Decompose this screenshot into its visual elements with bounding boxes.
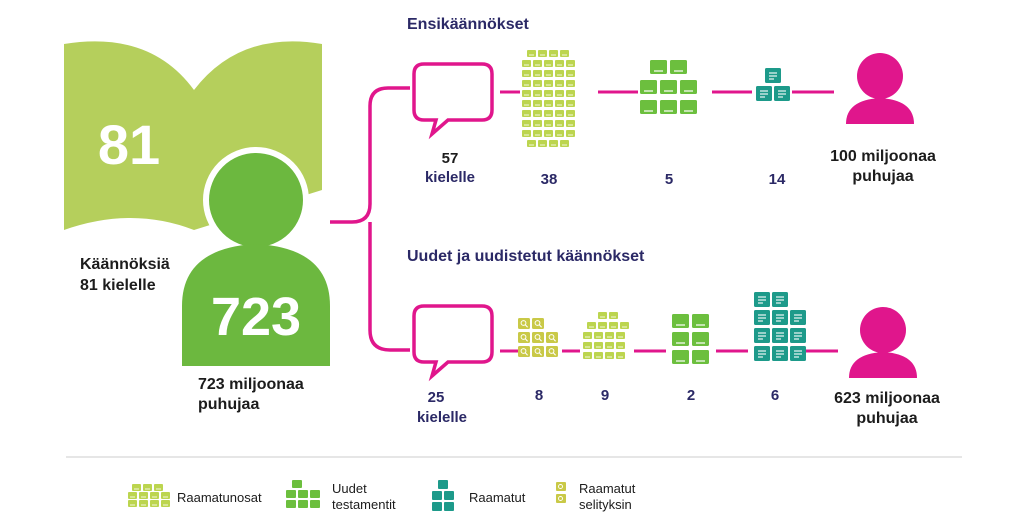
person-number: 723: [210, 287, 302, 347]
bible-portions-icon-bottom: [582, 311, 630, 360]
legend-label-study-bibles-2: selityksin: [579, 497, 632, 512]
legend-label-study-bibles-1: Raamatut: [579, 481, 636, 496]
person-icon-total: [182, 147, 330, 366]
bibles-icon: [432, 480, 454, 511]
first-count-bibles: 14: [768, 171, 786, 188]
first-speakers-line2: puhujaa: [852, 168, 914, 185]
new-translations-heading: Uudet ja uudistetut käännökset: [407, 248, 645, 265]
study-bibles-icon-bottom: [517, 317, 559, 358]
first-languages-label: kielelle: [424, 169, 476, 186]
first-languages-number: 57: [441, 150, 459, 167]
new-languages-number: 25: [427, 389, 445, 406]
new-languages-label: kielelle: [416, 409, 468, 426]
legend-label-portions: Raamatunosat: [177, 490, 262, 505]
person-icon-new: [849, 307, 917, 378]
person-icon-first: [846, 53, 914, 124]
first-count-portions: 38: [540, 171, 558, 188]
first-translations-heading: Ensikäännökset: [407, 16, 529, 33]
person-caption-line2: puhujaa: [198, 396, 260, 413]
legend-label-bibles: Raamatut: [469, 490, 526, 505]
speech-bubble-icon-top: [412, 62, 494, 140]
branch-connector: [330, 86, 410, 352]
new-speakers-line1: 623 miljoonaa: [834, 390, 940, 407]
person-caption-line1: 723 miljoonaa: [198, 376, 304, 393]
book-caption-line2: 81 kielelle: [80, 277, 156, 294]
first-count-new-testaments: 5: [664, 171, 674, 188]
bibles-icon-bottom: [753, 291, 807, 362]
speech-bubble-icon-bottom: [412, 304, 494, 382]
new-count-portions: 9: [600, 387, 610, 404]
book-number: 81: [97, 113, 161, 176]
first-speakers-line1: 100 miljoonaa: [830, 148, 936, 165]
new-testaments-icon-bottom: [671, 313, 710, 365]
bible-portions-icon: [127, 483, 171, 508]
book-caption-line1: Käännöksiä: [80, 256, 170, 273]
bibles-icon-top: [755, 67, 791, 102]
new-count-new-testaments: 2: [686, 387, 696, 404]
new-count-bibles: 6: [770, 387, 780, 404]
new-speakers-line2: puhujaa: [856, 410, 918, 427]
legend-label-new-testaments-1: Uudet: [332, 481, 367, 496]
new-count-study-bibles: 8: [534, 387, 544, 404]
study-bibles-icon: [556, 482, 566, 503]
new-testaments-icon: [286, 480, 320, 508]
legend-label-new-testaments-2: testamentit: [332, 497, 396, 512]
bible-portions-icon-top: [521, 49, 576, 148]
new-testaments-icon-top: [639, 59, 698, 115]
